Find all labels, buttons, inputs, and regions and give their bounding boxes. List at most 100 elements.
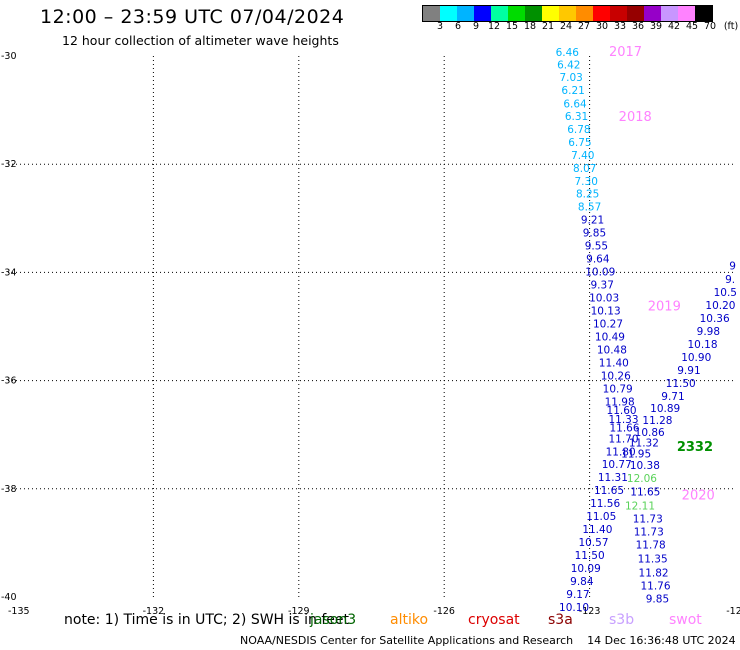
wave-height-value: 11.82 — [639, 567, 669, 579]
satellite-altiko: altiko — [390, 612, 429, 628]
map-grid — [8, 56, 735, 597]
wave-height-value: 11.50 — [666, 378, 696, 390]
wave-height-value: 10.49 — [595, 332, 625, 344]
color-legend-label: 39 — [649, 21, 663, 32]
wave-height-value: 7.03 — [559, 72, 582, 84]
page-title: 12:00 – 23:59 UTC 07/04/2024 — [40, 6, 345, 28]
color-legend-label: 70 — [703, 21, 717, 32]
color-swatch-10 — [593, 6, 610, 21]
color-swatch-13 — [644, 6, 661, 21]
wave-height-value: 9.21 — [581, 215, 604, 227]
wave-height-value: 11.65 — [630, 486, 660, 498]
wave-height-value: 10.90 — [681, 352, 711, 364]
wave-height-value: 7.40 — [571, 150, 594, 162]
lon-tick-label: -120 — [726, 606, 740, 617]
wave-height-value: 11.76 — [640, 580, 670, 592]
pass-time-label: 2020 — [682, 489, 715, 504]
wave-height-value: 6.64 — [563, 98, 587, 110]
wave-height-value: 9.64 — [586, 254, 610, 266]
wave-height-value: 11.73 — [634, 526, 664, 538]
wave-height-value: 9.85 — [583, 228, 606, 240]
lon-tick-label: -132 — [143, 606, 165, 617]
color-swatch-14 — [661, 6, 678, 21]
footer-note: note: 1) Time is in UTC; 2) SWH is in fe… — [64, 612, 350, 628]
wave-height-value: 8.57 — [578, 202, 601, 214]
color-swatch-12 — [627, 6, 644, 21]
color-swatch-8 — [559, 6, 576, 21]
lon-tick-label: -123 — [579, 606, 601, 617]
color-swatch-7 — [542, 6, 559, 21]
satellite-swot: swot — [669, 612, 702, 628]
satellite-cryosat: cryosat — [468, 612, 520, 628]
color-legend-label: 42 — [667, 21, 681, 32]
footer-credit: NOAA/NESDIS Center for Satellite Applica… — [240, 634, 736, 647]
wave-height-value: 10.5 — [714, 287, 737, 299]
wave-height-value: 10.27 — [593, 319, 623, 331]
generated-timestamp: 14 Dec 16:36:48 UTC 2024 — [587, 634, 736, 647]
wave-height-value: 6.75 — [568, 137, 591, 149]
color-legend-labels: 3 6 9 12 15 18 21 24 27 30 33 36 39 42 45 70 (ft) — [422, 21, 740, 35]
lat-tick-label: -40 — [1, 592, 17, 603]
color-legend-label: 45 — [685, 21, 699, 32]
wave-height-value: 9.84 — [570, 576, 594, 588]
lat-tick-label: -34 — [1, 267, 17, 278]
wave-height-value: 11.05 — [586, 511, 616, 523]
wave-height-value: 9.71 — [661, 391, 684, 403]
wave-height-value: 11.80 — [606, 446, 636, 458]
color-legend — [422, 5, 713, 22]
wave-height-value: 11.40 — [599, 358, 629, 370]
wave-height-value: 11.40 — [582, 524, 612, 536]
color-swatch-3 — [474, 6, 491, 21]
color-swatch-9 — [576, 6, 593, 21]
wave-height-value: 10.89 — [650, 403, 680, 415]
satellite-s3a: s3a — [548, 612, 573, 628]
wave-height-value: 6.78 — [567, 124, 590, 136]
wave-height-value: 8.25 — [576, 189, 599, 201]
wave-height-value: 10.09 — [585, 267, 615, 279]
color-legend-label: 27 — [577, 21, 591, 32]
color-swatch-11 — [610, 6, 627, 21]
color-swatch-15 — [678, 6, 695, 21]
color-legend-label: 21 — [541, 21, 555, 32]
satellite-s3b: s3b — [609, 612, 635, 628]
wave-height-value: 9. — [725, 274, 735, 286]
color-swatch-5 — [508, 6, 525, 21]
wave-height-value: 6.42 — [557, 59, 580, 71]
wave-height-value: 10.57 — [578, 537, 608, 549]
color-swatch-1 — [440, 6, 457, 21]
wave-height-value: 10.03 — [589, 293, 619, 305]
color-legend-label: 9 — [472, 21, 480, 32]
wave-height-value: 11.66 — [609, 422, 639, 434]
wave-height-value: 10.20 — [705, 300, 735, 312]
wave-height-value: 10.48 — [597, 345, 627, 357]
wave-height-value: 9.17 — [566, 589, 589, 601]
wave-height-value: 10.10 — [559, 602, 589, 614]
color-legend-label: 15 — [505, 21, 519, 32]
wave-height-value: 9.98 — [697, 326, 720, 338]
color-legend-label: 36 — [631, 21, 645, 32]
color-swatch-4 — [491, 6, 508, 21]
wave-height-value: 10.77 — [602, 459, 632, 471]
color-swatch-6 — [525, 6, 542, 21]
color-legend-label: 24 — [559, 21, 573, 32]
wave-height-value: 10.79 — [603, 384, 633, 396]
lon-tick-label: -129 — [288, 606, 310, 617]
wave-height-value: 11.28 — [642, 415, 672, 427]
color-legend-label: 30 — [595, 21, 609, 32]
wave-height-value: 9.55 — [585, 241, 608, 253]
satellite-jason3: jason3 — [310, 612, 357, 628]
credit-text: NOAA/NESDIS Center for Satellite Applica… — [240, 634, 574, 647]
wave-height-value: 9.85 — [646, 593, 669, 605]
wave-height-value: 10.09 — [571, 563, 601, 575]
lat-tick-label: -32 — [1, 159, 17, 170]
wave-height-value: 10.26 — [601, 371, 631, 383]
lat-tick-label: -30 — [1, 51, 17, 62]
wave-height-value: 9.37 — [591, 280, 614, 292]
wave-height-value: 10.38 — [630, 460, 660, 472]
wave-height-value: 12.11 — [625, 500, 655, 512]
wave-height-value: 11.95 — [621, 448, 651, 460]
color-legend-label: 18 — [523, 21, 537, 32]
wave-height-value: 11.56 — [590, 498, 620, 510]
wave-height-value: 11.73 — [633, 513, 663, 525]
